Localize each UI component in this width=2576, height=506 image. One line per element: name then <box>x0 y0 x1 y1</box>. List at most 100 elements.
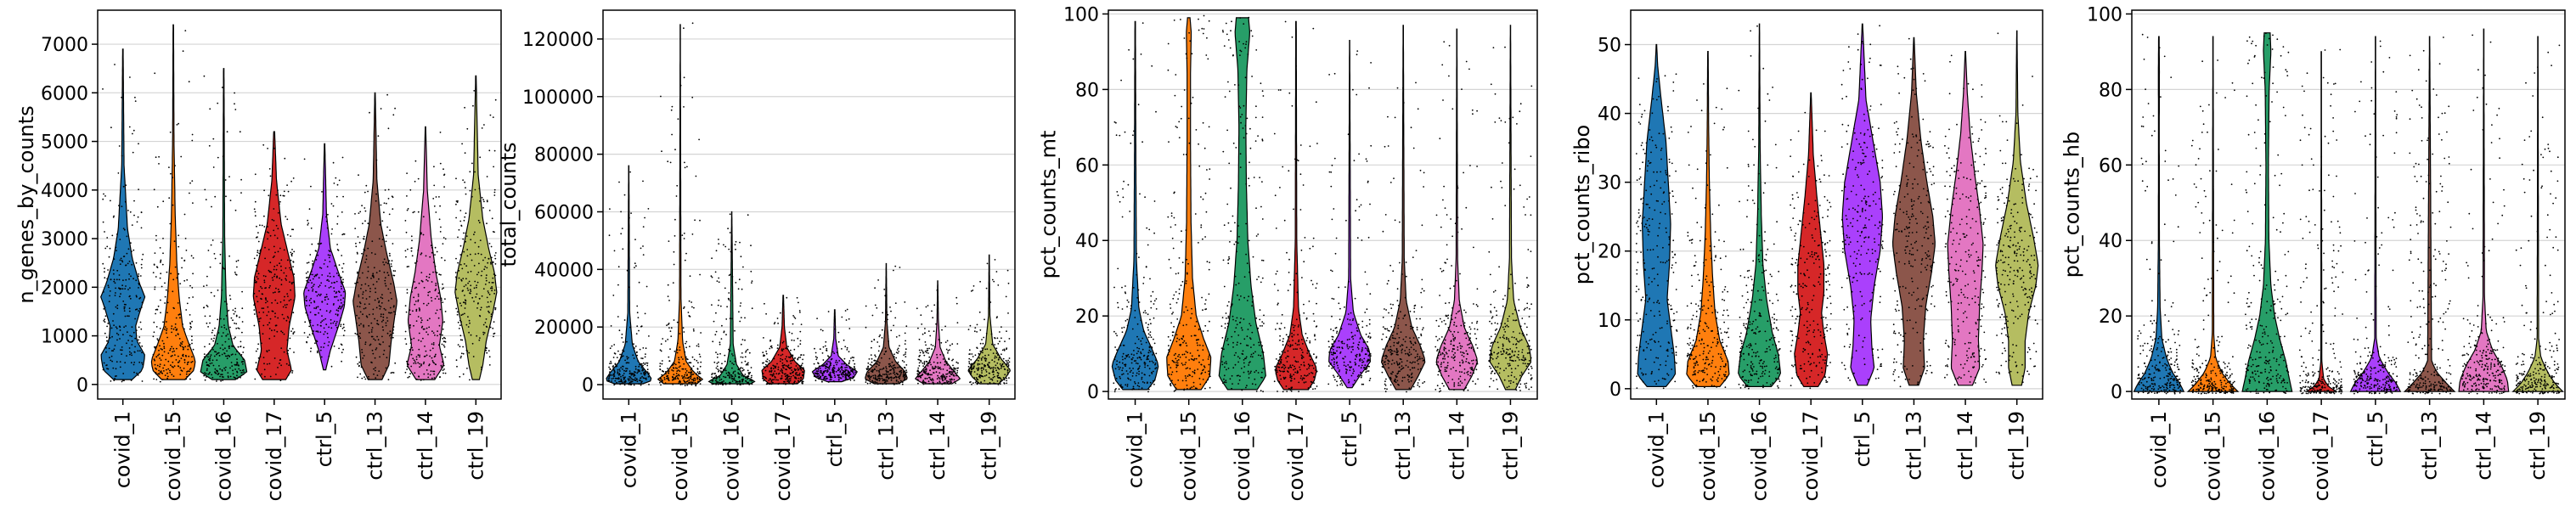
jitter-point <box>1225 361 1227 363</box>
jitter-point <box>894 367 897 369</box>
jitter-point <box>634 262 636 265</box>
jitter-point <box>639 363 640 366</box>
jitter-point <box>264 375 266 378</box>
jitter-point <box>464 216 466 218</box>
jitter-point <box>775 379 777 381</box>
jitter-point <box>829 371 831 374</box>
jitter-point <box>256 250 259 252</box>
jitter-point <box>161 379 164 380</box>
jitter-point <box>364 210 367 212</box>
jitter-point <box>997 358 1000 361</box>
jitter-point <box>179 367 182 369</box>
jitter-point <box>290 268 292 271</box>
jitter-point <box>917 327 919 329</box>
jitter-point <box>339 319 341 322</box>
jitter-point <box>311 282 313 284</box>
jitter-point <box>843 371 844 374</box>
jitter-point <box>365 255 368 257</box>
jitter-point <box>241 321 244 323</box>
jitter-point <box>939 353 942 356</box>
jitter-point <box>1152 354 1153 356</box>
jitter-point <box>923 361 926 363</box>
jitter-point <box>733 363 735 366</box>
jitter-point <box>463 301 465 304</box>
jitter-point <box>437 330 438 332</box>
jitter-point <box>1115 134 1118 137</box>
jitter-point <box>456 313 459 316</box>
jitter-point <box>240 374 243 377</box>
jitter-point <box>890 329 893 332</box>
jitter-point <box>876 306 878 309</box>
jitter-point <box>293 250 296 253</box>
jitter-point <box>723 244 724 246</box>
jitter-point <box>372 284 375 286</box>
jitter-point <box>734 357 736 360</box>
jitter-point <box>211 362 213 364</box>
jitter-point <box>422 216 425 218</box>
jitter-point <box>341 233 344 236</box>
jitter-point <box>672 369 674 372</box>
jitter-point <box>833 367 836 369</box>
jitter-point <box>373 368 375 370</box>
jitter-point <box>303 299 306 301</box>
jitter-point <box>1189 352 1192 354</box>
jitter-point <box>772 381 774 384</box>
jitter-point <box>135 329 138 331</box>
jitter-point <box>171 325 173 327</box>
jitter-point <box>104 318 105 321</box>
jitter-point <box>880 374 882 377</box>
jitter-point <box>715 367 718 369</box>
jitter-point <box>944 360 946 363</box>
jitter-point <box>242 368 245 371</box>
jitter-point <box>1228 90 1231 93</box>
jitter-point <box>1189 368 1191 370</box>
jitter-point <box>264 257 266 260</box>
jitter-point <box>211 376 214 379</box>
jitter-point <box>486 200 488 202</box>
jitter-point <box>781 362 784 364</box>
jitter-point <box>413 359 415 362</box>
jitter-point <box>135 295 138 297</box>
jitter-point <box>429 256 431 258</box>
jitter-point <box>989 368 992 369</box>
jitter-point <box>191 180 194 183</box>
jitter-point <box>433 373 435 375</box>
jitter-point <box>905 351 907 353</box>
jitter-point <box>848 363 850 365</box>
jitter-point <box>724 382 726 385</box>
jitter-point <box>155 367 157 369</box>
jitter-point <box>435 211 437 213</box>
jitter-point <box>1116 363 1118 366</box>
jitter-point <box>952 371 954 373</box>
jitter-point <box>116 332 118 335</box>
jitter-point <box>747 381 749 384</box>
jitter-point <box>1254 351 1256 353</box>
jitter-point <box>818 374 820 376</box>
jitter-point <box>125 278 127 281</box>
jitter-point <box>841 365 843 368</box>
jitter-point <box>952 364 954 367</box>
jitter-point <box>420 380 422 381</box>
jitter-point <box>723 369 725 372</box>
jitter-point <box>890 350 892 352</box>
jitter-point <box>313 275 316 278</box>
jitter-point <box>976 383 978 385</box>
jitter-point <box>1195 321 1198 323</box>
jitter-point <box>166 332 167 335</box>
jitter-point <box>1117 267 1119 270</box>
jitter-point <box>636 312 639 314</box>
jitter-point <box>320 267 323 269</box>
jitter-point <box>901 381 904 384</box>
jitter-point <box>280 269 283 272</box>
jitter-point <box>1137 368 1139 370</box>
jitter-point <box>279 301 282 303</box>
jitter-point <box>745 350 747 351</box>
jitter-point <box>153 321 155 323</box>
jitter-point <box>121 284 124 287</box>
jitter-point <box>269 261 272 264</box>
jitter-point <box>138 188 140 191</box>
jitter-point <box>240 346 242 347</box>
jitter-point <box>1180 284 1182 287</box>
jitter-point <box>438 218 441 221</box>
jitter-point <box>872 381 875 383</box>
